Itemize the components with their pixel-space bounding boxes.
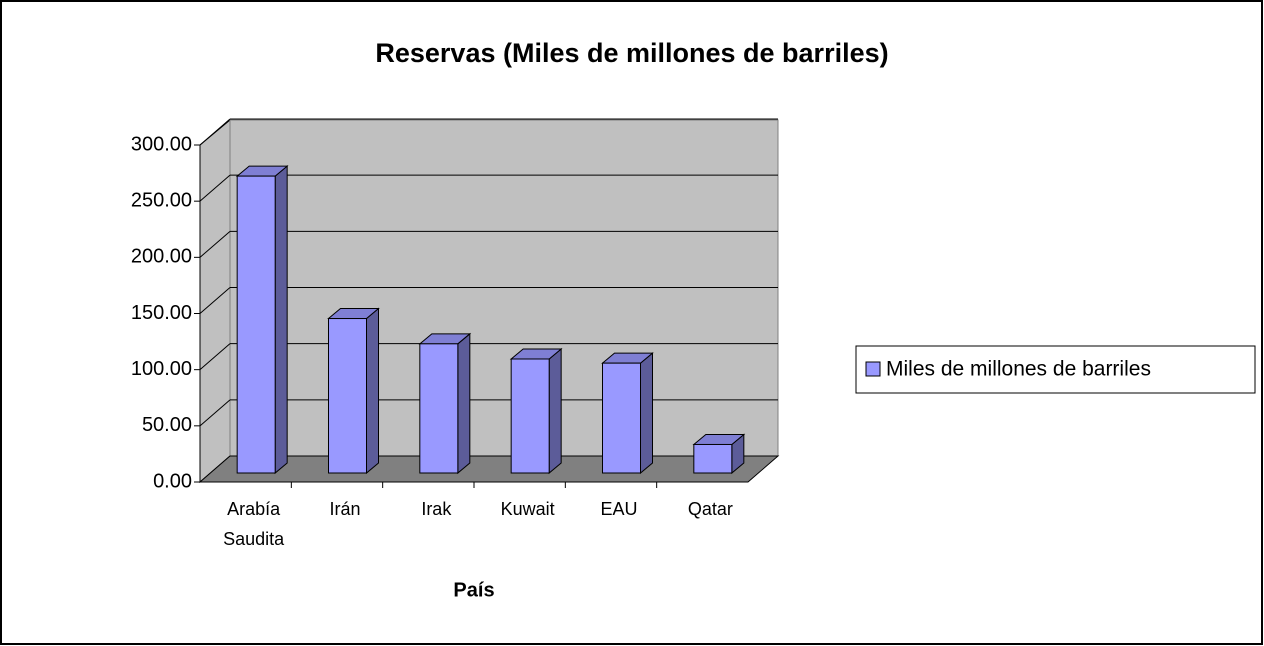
- y-tick-label: 50.00: [142, 414, 192, 436]
- x-tick-label: Qatar: [688, 499, 733, 519]
- grid-line: [199, 174, 231, 202]
- grid-line: [199, 118, 231, 146]
- bar-side: [274, 165, 288, 475]
- x-axis-title: País: [453, 579, 494, 601]
- chart-title: Reservas (Miles de millones de barriles): [375, 38, 888, 68]
- legend: [855, 345, 1256, 394]
- grid-line: [199, 287, 231, 314]
- grid-line: [199, 343, 231, 371]
- x-tick-label: Kuwait: [501, 499, 555, 519]
- bar-side: [457, 332, 471, 475]
- bar: [328, 318, 367, 474]
- bar-side: [366, 307, 379, 475]
- bar: [236, 175, 276, 474]
- legend-swatch: [865, 361, 881, 377]
- y-tick-label: 150.00: [131, 302, 192, 324]
- bar: [602, 362, 641, 474]
- y-tick-label: 0.00: [153, 470, 192, 492]
- bar: [510, 358, 550, 474]
- grid-line: [199, 230, 231, 258]
- x-tick-label: EAU: [600, 499, 637, 519]
- y-tick-label: 300.00: [131, 133, 192, 155]
- y-tick-label: 100.00: [131, 358, 192, 380]
- x-tick-label: Irán: [329, 499, 360, 519]
- bar-side: [640, 352, 653, 475]
- grid-line: [199, 399, 231, 427]
- bar-side: [548, 347, 562, 475]
- x-tick-label: Irak: [421, 499, 452, 519]
- bar: [693, 443, 733, 474]
- legend-label: Miles de millones de barriles: [886, 358, 1151, 381]
- bar: [419, 343, 459, 474]
- x-tick-label: Arabía Saudita: [223, 499, 285, 549]
- y-tick-label: 250.00: [131, 189, 192, 211]
- y-tick-label: 200.00: [131, 246, 192, 268]
